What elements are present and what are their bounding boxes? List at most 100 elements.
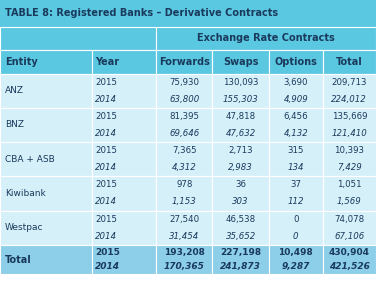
- Text: 1,051: 1,051: [337, 180, 362, 189]
- Bar: [212, 176, 269, 211]
- Bar: [92, 50, 156, 74]
- Bar: [92, 211, 156, 245]
- Text: 0: 0: [293, 232, 299, 241]
- Bar: [0, 0, 376, 27]
- Bar: [156, 176, 212, 211]
- Bar: [156, 108, 212, 142]
- Text: 46,538: 46,538: [226, 215, 256, 224]
- Text: 130,093: 130,093: [223, 78, 258, 87]
- Text: 2014: 2014: [95, 95, 117, 104]
- Bar: [269, 142, 323, 176]
- Bar: [323, 245, 376, 274]
- Bar: [0, 27, 156, 50]
- Text: 37: 37: [290, 180, 301, 189]
- Text: 2014: 2014: [95, 232, 117, 241]
- Bar: [269, 50, 323, 74]
- Bar: [156, 245, 212, 274]
- Text: 7,365: 7,365: [172, 146, 197, 155]
- Text: 303: 303: [232, 197, 249, 206]
- Text: 3,690: 3,690: [284, 78, 308, 87]
- Text: Total: Total: [5, 255, 32, 264]
- Bar: [269, 211, 323, 245]
- Text: Exchange Rate Contracts: Exchange Rate Contracts: [197, 33, 335, 43]
- Bar: [0, 108, 92, 142]
- Text: 135,669: 135,669: [332, 112, 367, 121]
- Text: 0: 0: [293, 215, 299, 224]
- Bar: [323, 176, 376, 211]
- Bar: [92, 176, 156, 211]
- Text: 2015: 2015: [95, 180, 117, 189]
- Text: 47,632: 47,632: [226, 129, 256, 138]
- Bar: [92, 108, 156, 142]
- Text: Forwards: Forwards: [159, 57, 210, 67]
- Text: TABLE 8: Registered Banks – Derivative Contracts: TABLE 8: Registered Banks – Derivative C…: [5, 8, 278, 18]
- Text: 81,395: 81,395: [169, 112, 199, 121]
- Text: 4,312: 4,312: [172, 163, 197, 172]
- Bar: [212, 211, 269, 245]
- Text: 2014: 2014: [95, 197, 117, 206]
- Text: 36: 36: [235, 180, 246, 189]
- Text: 2014: 2014: [95, 163, 117, 172]
- Text: 47,818: 47,818: [226, 112, 256, 121]
- Bar: [92, 142, 156, 176]
- Text: 134: 134: [288, 163, 304, 172]
- Bar: [269, 176, 323, 211]
- Text: 121,410: 121,410: [331, 129, 367, 138]
- Bar: [323, 50, 376, 74]
- Text: 27,540: 27,540: [169, 215, 199, 224]
- Text: 4,909: 4,909: [284, 95, 308, 104]
- Bar: [269, 74, 323, 108]
- Text: 193,208: 193,208: [164, 248, 205, 257]
- Bar: [92, 245, 156, 274]
- Text: Year: Year: [95, 57, 119, 67]
- Text: 2015: 2015: [95, 78, 117, 87]
- Text: 35,652: 35,652: [226, 232, 256, 241]
- Text: 1,569: 1,569: [337, 197, 362, 206]
- Text: 2,713: 2,713: [228, 146, 253, 155]
- Bar: [212, 74, 269, 108]
- Text: 31,454: 31,454: [169, 232, 199, 241]
- Bar: [0, 74, 92, 108]
- Bar: [212, 142, 269, 176]
- Text: Westpac: Westpac: [5, 223, 43, 232]
- Text: 6,456: 6,456: [284, 112, 308, 121]
- Text: 10,393: 10,393: [334, 146, 364, 155]
- Text: 170,365: 170,365: [164, 262, 205, 271]
- Text: 2014: 2014: [95, 129, 117, 138]
- Text: 2015: 2015: [95, 215, 117, 224]
- Text: 2015: 2015: [95, 248, 120, 257]
- Bar: [156, 74, 212, 108]
- Text: Kiwibank: Kiwibank: [5, 189, 45, 198]
- Text: 69,646: 69,646: [169, 129, 199, 138]
- Text: 2015: 2015: [95, 112, 117, 121]
- Bar: [156, 211, 212, 245]
- Text: Options: Options: [274, 57, 317, 67]
- Text: 67,106: 67,106: [334, 232, 364, 241]
- Bar: [269, 108, 323, 142]
- Bar: [323, 74, 376, 108]
- Bar: [0, 50, 92, 74]
- Text: 1,153: 1,153: [172, 197, 197, 206]
- Text: 227,198: 227,198: [220, 248, 261, 257]
- Text: ANZ: ANZ: [5, 86, 24, 95]
- Text: 4,132: 4,132: [284, 129, 308, 138]
- Bar: [212, 245, 269, 274]
- Text: CBA + ASB: CBA + ASB: [5, 155, 55, 164]
- Text: 2015: 2015: [95, 146, 117, 155]
- Bar: [156, 142, 212, 176]
- Text: 10,498: 10,498: [278, 248, 313, 257]
- Bar: [156, 27, 376, 50]
- Text: 209,713: 209,713: [332, 78, 367, 87]
- Bar: [269, 245, 323, 274]
- Text: 155,303: 155,303: [223, 95, 259, 104]
- Bar: [323, 142, 376, 176]
- Text: Swaps: Swaps: [223, 57, 258, 67]
- Text: 241,873: 241,873: [220, 262, 261, 271]
- Bar: [212, 108, 269, 142]
- Text: 112: 112: [288, 197, 304, 206]
- Text: 63,800: 63,800: [169, 95, 199, 104]
- Text: Total: Total: [336, 57, 363, 67]
- Bar: [0, 211, 92, 245]
- Bar: [212, 50, 269, 74]
- Text: 7,429: 7,429: [337, 163, 362, 172]
